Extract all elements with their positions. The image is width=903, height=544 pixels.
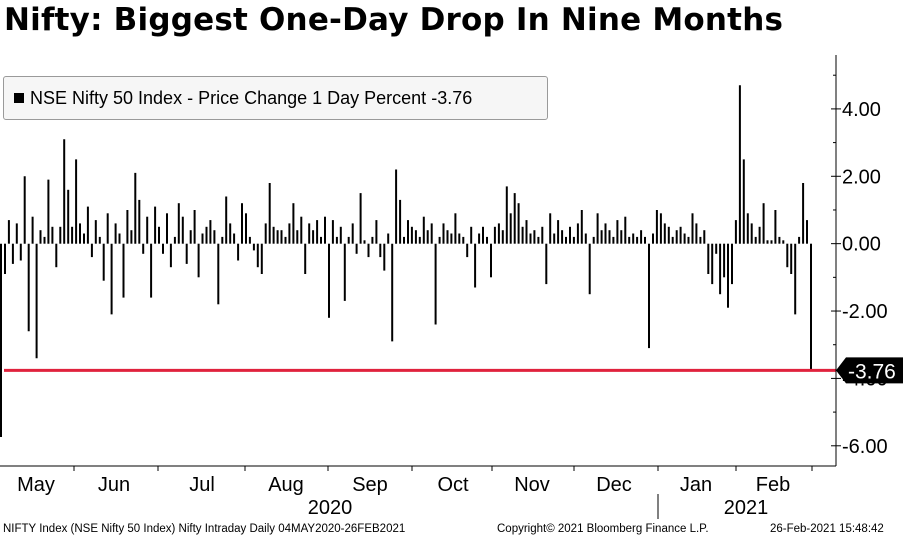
last-value-label: -3.76 (848, 360, 896, 383)
x-tick-label: Jun (98, 474, 130, 496)
x-tick-label: Aug (268, 474, 304, 496)
y-axis: 4.002.000.00-2.00-4.00-6.00-3.76 (831, 55, 903, 466)
x-year-label: 2021 (724, 497, 769, 519)
bars-layer (0, 85, 812, 437)
y-tick-label: 2.00 (842, 166, 881, 188)
footer-copyright: Copyright© 2021 Bloomberg Finance L.P. (497, 523, 709, 535)
y-tick-label: -6.00 (842, 436, 888, 458)
legend: NSE Nifty 50 Index - Price Change 1 Day … (3, 76, 548, 120)
x-tick-label: Nov (514, 474, 550, 496)
x-tick-label: Sep (352, 474, 388, 496)
footer-source: NIFTY Index (NSE Nifty 50 Index) Nifty I… (3, 523, 406, 535)
x-tick-label: Jan (680, 474, 712, 496)
x-tick-label: Jul (189, 474, 215, 496)
x-tick-label: May (17, 474, 55, 496)
legend-last-value: -3.76 (431, 87, 473, 108)
x-tick-label: Dec (596, 474, 632, 496)
legend-swatch (14, 93, 24, 103)
legend-label: NSE Nifty 50 Index - Price Change 1 Day … (30, 87, 427, 108)
x-tick-label: Feb (756, 474, 790, 496)
footer: NIFTY Index (NSE Nifty 50 Index) Nifty I… (0, 521, 903, 539)
y-tick-label: -2.00 (842, 301, 888, 323)
x-axis: May Jun Jul Aug Sep Oct Nov Dec Jan Feb 2020 2021 (0, 465, 836, 519)
last-value-marker (836, 357, 903, 384)
chart-title: Nifty: Biggest One-Day Drop In Nine Mont… (4, 2, 784, 38)
x-tick-label: Oct (437, 474, 469, 496)
x-year-label: 2020 (308, 497, 353, 519)
y-tick-label: 4.00 (842, 99, 881, 121)
y-tick-label: 0.00 (842, 234, 881, 256)
footer-timestamp: 26-Feb-2021 15:48:42 (770, 523, 884, 535)
